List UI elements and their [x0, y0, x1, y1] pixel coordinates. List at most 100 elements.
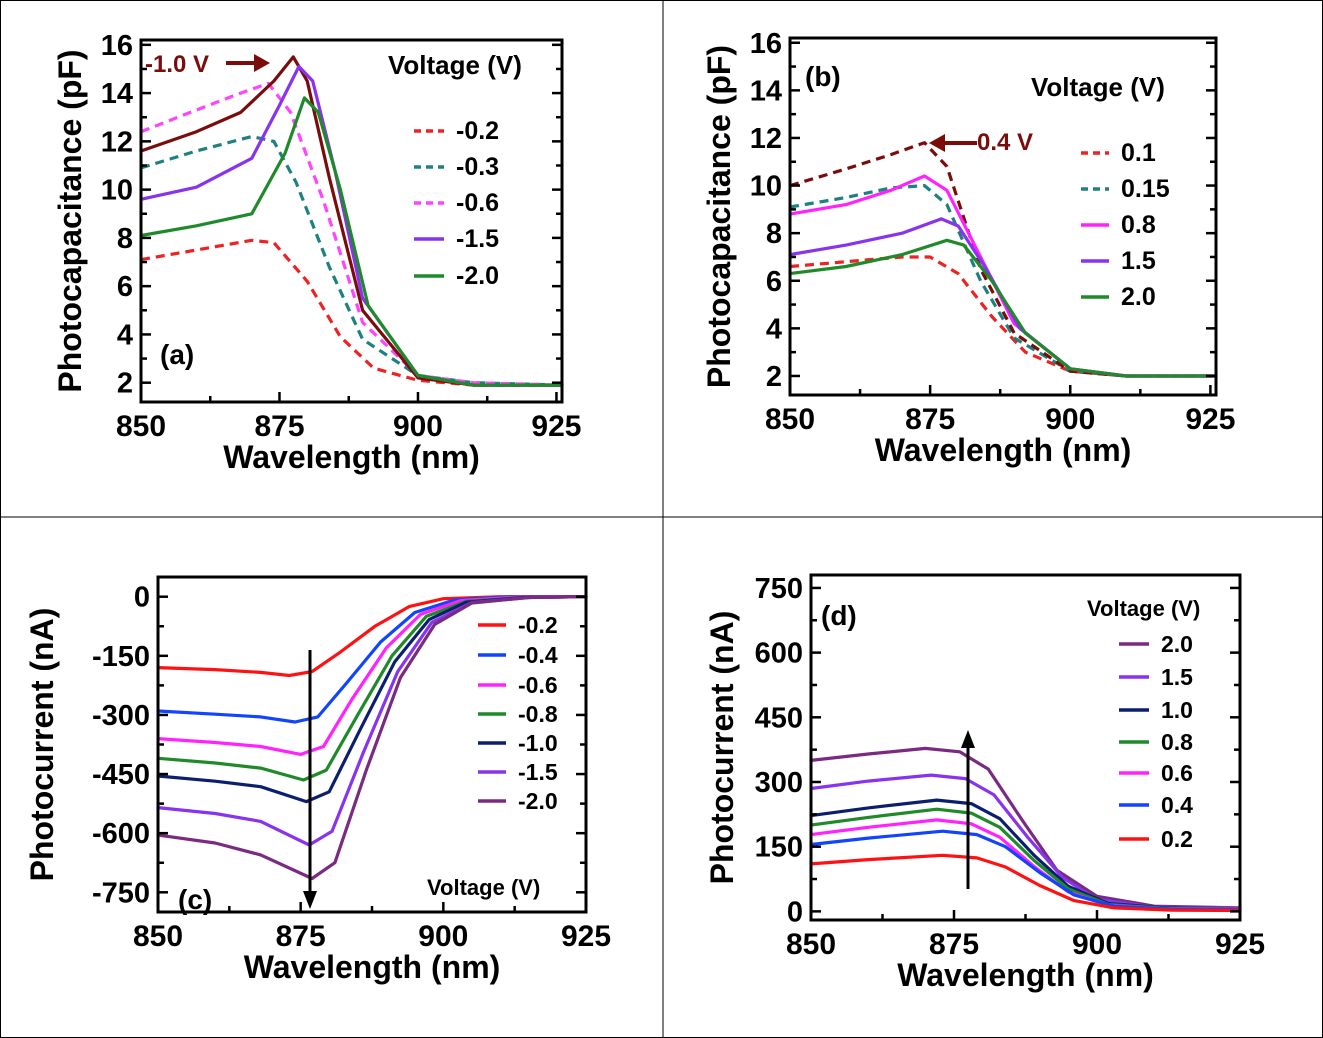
annotation-arrow-head [929, 134, 945, 152]
x-tick-label: 875 [276, 920, 326, 953]
x-tick-label: 875 [929, 928, 979, 961]
trend-arrow-head [961, 730, 975, 748]
legend-label: 0.8 [1121, 211, 1156, 239]
series-lines [809, 746, 1242, 913]
chart-d: 850 875 900 925 0 150 300 450 600 750 Wavelength (… [704, 573, 1265, 993]
y-axis-label: Photocapacitance (pF) [52, 49, 88, 392]
annotation-label: -1.0 V [145, 51, 209, 78]
legend-label: -2.0 [518, 788, 558, 814]
series-line--0.3 [140, 134, 563, 387]
legend-label: -0.2 [456, 117, 499, 145]
x-tick-label: 850 [765, 403, 815, 436]
legend-label: 0.6 [1161, 760, 1193, 786]
y-tick-label: 300 [755, 767, 803, 799]
y-tick-label: 450 [755, 702, 803, 734]
legend-label: 2.0 [1161, 631, 1193, 657]
legend: Voltage (V) 0.1 0.15 0.8 1.5 2.0 [1031, 72, 1170, 311]
y-tick-label: 0 [787, 896, 803, 928]
panel-b: 850 875 900 925 2 4 6 8 10 12 14 16 Wavelength (nm) P… [663, 0, 1323, 517]
y-tick-label: 14 [750, 75, 782, 107]
legend-label: 0.8 [1161, 729, 1193, 755]
y-tick-label: -300 [92, 700, 150, 732]
y-tick-label: 4 [117, 319, 133, 351]
y-tick-label: 16 [750, 28, 782, 60]
legend-label: -0.3 [456, 153, 499, 181]
y-tick-label: 10 [101, 175, 133, 207]
series-line-0.2 [809, 853, 1242, 913]
series-line--0.2 [140, 238, 562, 387]
y-tick-label: 16 [101, 30, 133, 62]
y-tick-label: -600 [92, 818, 150, 850]
x-tick-label: 850 [786, 928, 836, 961]
y-tick-label: -450 [92, 759, 150, 791]
series-lines [788, 141, 1218, 378]
y-axis-label: Photocurrent (nA) [704, 611, 740, 885]
y-tick-label: -750 [92, 877, 150, 909]
y-tick-label: 600 [755, 638, 803, 670]
x-tick-label: 900 [1072, 928, 1122, 961]
x-tick-label: 925 [561, 920, 611, 953]
legend-label: 0.2 [1161, 826, 1193, 852]
legend: Voltage (V) 2.0 1.5 1.0 0.8 0.6 0.4 0.2 [1087, 596, 1200, 852]
series-line-1.5 [809, 773, 1242, 910]
y-tick-label: 6 [766, 266, 782, 298]
legend-label: 0.4 [1161, 792, 1193, 818]
y-tick-label: 12 [101, 126, 133, 158]
y-tick-label: -150 [92, 641, 150, 673]
y-axis-label: Photocurrent (nA) [24, 608, 60, 882]
x-tick-label: 900 [393, 410, 443, 443]
series-line-0.8 [788, 174, 1218, 378]
panel-d: 850 875 900 925 0 150 300 450 600 750 Wavelength (… [663, 517, 1323, 1038]
legend-label: -0.2 [518, 612, 558, 638]
y-tick-label: 8 [766, 218, 782, 250]
legend-title: Voltage (V) [1087, 596, 1200, 621]
plot-frame [788, 36, 1218, 397]
legend-label: -2.0 [456, 262, 499, 290]
series-lines [156, 595, 588, 881]
series-line--2.0 [139, 96, 564, 387]
legend-label: 0.15 [1121, 175, 1170, 203]
panel-label: (c) [178, 884, 212, 915]
legend-label: 2.0 [1121, 283, 1156, 311]
series-line--2.0 [156, 595, 588, 881]
panel-c: 850 875 900 925 0 -150 -300 -450 -600 -750 Wavelen… [0, 517, 663, 1038]
x-axis-label: Wavelength (nm) [244, 949, 501, 985]
y-tick-label: 750 [755, 573, 803, 605]
y-tick-label: 0 [134, 582, 150, 614]
y-tick-label: 150 [755, 832, 803, 864]
legend-label: -1.0 [518, 730, 558, 756]
legend-label: -0.4 [518, 642, 558, 668]
legend: Voltage (V) -0.2 -0.3 -0.6 -1.5 -2.0 [388, 50, 522, 290]
x-tick-label: 900 [1045, 403, 1095, 436]
series-line-2.0 [788, 238, 1218, 378]
legend-label: -1.5 [456, 225, 499, 253]
y-tick-label: 12 [750, 123, 782, 155]
x-tick-label: 850 [116, 410, 166, 443]
legend-title: Voltage (V) [1031, 72, 1165, 102]
legend-label: -0.6 [518, 672, 558, 698]
y-tick-label: 14 [101, 78, 133, 110]
y-tick-label: 8 [117, 223, 133, 255]
annotation-label: 0.4 V [977, 129, 1033, 156]
legend-label: 1.5 [1161, 664, 1193, 690]
annotation-arrow-head [254, 54, 270, 72]
legend-label: 1.5 [1121, 247, 1156, 275]
y-tick-label: 2 [766, 361, 782, 393]
x-axis-label: Wavelength (nm) [875, 432, 1132, 468]
y-tick-label: 6 [117, 271, 133, 303]
x-tick-label: 925 [1185, 403, 1235, 436]
chart-a: 850 875 900 925 2 4 6 8 10 12 14 16 Wavelength (nm) P… [52, 30, 581, 475]
panel-a: 850 875 900 925 2 4 6 8 10 12 14 16 Wavelength (nm) P… [0, 0, 663, 517]
panel-label: (a) [160, 339, 194, 370]
plot-frame [139, 38, 564, 404]
x-tick-label: 925 [531, 410, 581, 443]
series-lines [139, 55, 564, 387]
chart-b: 850 875 900 925 2 4 6 8 10 12 14 16 Wavelength (nm) P… [701, 28, 1235, 468]
legend-label: 1.0 [1161, 697, 1193, 723]
x-tick-label: 925 [1215, 928, 1265, 961]
series-line-2.0 [809, 746, 1242, 910]
y-tick-label: 4 [766, 313, 782, 345]
chart-c: 850 875 900 925 0 -150 -300 -450 -600 -750 Wavelen… [24, 575, 611, 985]
y-axis-label: Photocapacitance (pF) [701, 45, 737, 388]
x-tick-label: 875 [905, 403, 955, 436]
